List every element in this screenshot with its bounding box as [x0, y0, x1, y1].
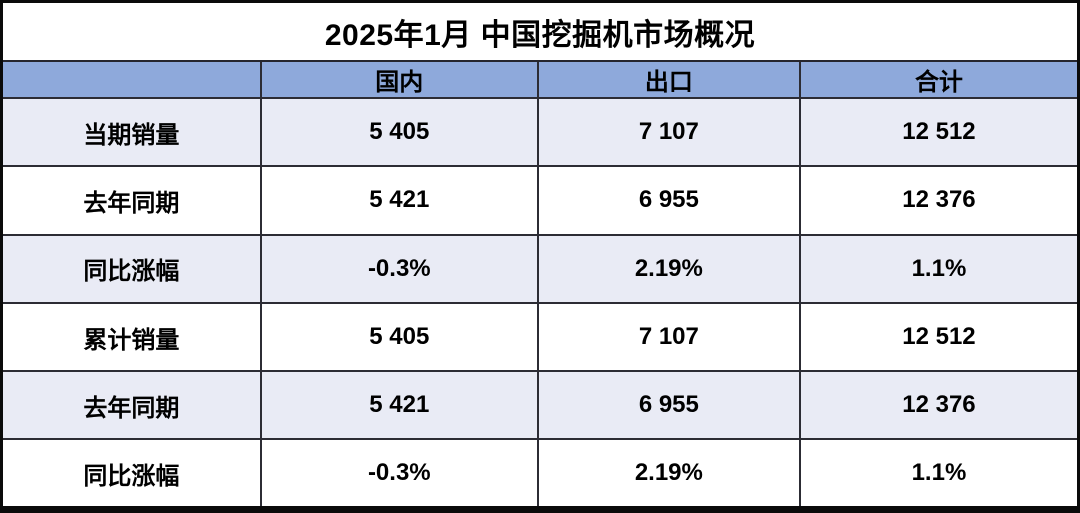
- cell-export: 7 107: [536, 96, 801, 168]
- row-label: 去年同期: [3, 165, 262, 236]
- header-row: 国内 出口 合计: [3, 62, 1077, 99]
- cell-domestic: 5 405: [259, 301, 539, 373]
- table-row-yoy-change-cumulative: 同比涨幅 -0.3% 2.19% 1.1%: [3, 438, 1077, 506]
- cell-export: 2.19%: [536, 438, 801, 506]
- header-cell-domestic: 国内: [259, 62, 539, 99]
- table-row-yoy-change: 同比涨幅 -0.3% 2.19% 1.1%: [3, 233, 1077, 304]
- table-title-bar: 2025年1月 中国挖掘机市场概况: [3, 3, 1077, 62]
- cell-total: 12 512: [798, 96, 1077, 168]
- cell-domestic: -0.3%: [259, 233, 539, 304]
- cell-total: 12 376: [798, 370, 1077, 441]
- cell-export: 6 955: [536, 370, 801, 441]
- cell-total: 12 512: [798, 301, 1077, 373]
- table-header: 国内 出口 合计: [3, 62, 1077, 99]
- cell-domestic: 5 421: [259, 165, 539, 236]
- table-row-current-sales: 当期销量 5 405 7 107 12 512: [3, 96, 1077, 168]
- cell-export: 7 107: [536, 301, 801, 373]
- cell-total: 1.1%: [798, 233, 1077, 304]
- table-body: 当期销量 5 405 7 107 12 512 去年同期 5 421 6 955…: [3, 96, 1077, 506]
- row-label: 累计销量: [3, 301, 262, 373]
- cell-domestic: 5 405: [259, 96, 539, 168]
- cell-export: 2.19%: [536, 233, 801, 304]
- cell-domestic: -0.3%: [259, 438, 539, 506]
- header-cell-empty: [3, 62, 262, 99]
- table-row-cumulative-sales: 累计销量 5 405 7 107 12 512: [3, 301, 1077, 373]
- row-label: 同比涨幅: [3, 438, 262, 506]
- table-row-last-year-same-period: 去年同期 5 421 6 955 12 376: [3, 165, 1077, 236]
- row-label: 去年同期: [3, 370, 262, 441]
- cell-export: 6 955: [536, 165, 801, 236]
- cell-total: 12 376: [798, 165, 1077, 236]
- table-title: 2025年1月 中国挖掘机市场概况: [324, 18, 756, 52]
- cell-total: 1.1%: [798, 438, 1077, 506]
- table-row-last-year-same-period-cumulative: 去年同期 5 421 6 955 12 376: [3, 370, 1077, 441]
- row-label: 同比涨幅: [3, 233, 262, 304]
- cell-domestic: 5 421: [259, 370, 539, 441]
- header-cell-export: 出口: [536, 62, 801, 99]
- row-label: 当期销量: [3, 96, 262, 168]
- header-cell-total: 合计: [798, 62, 1077, 99]
- data-table: 国内 出口 合计 当期销量 5 405 7 107 12 512 去年同期 5 …: [3, 62, 1077, 506]
